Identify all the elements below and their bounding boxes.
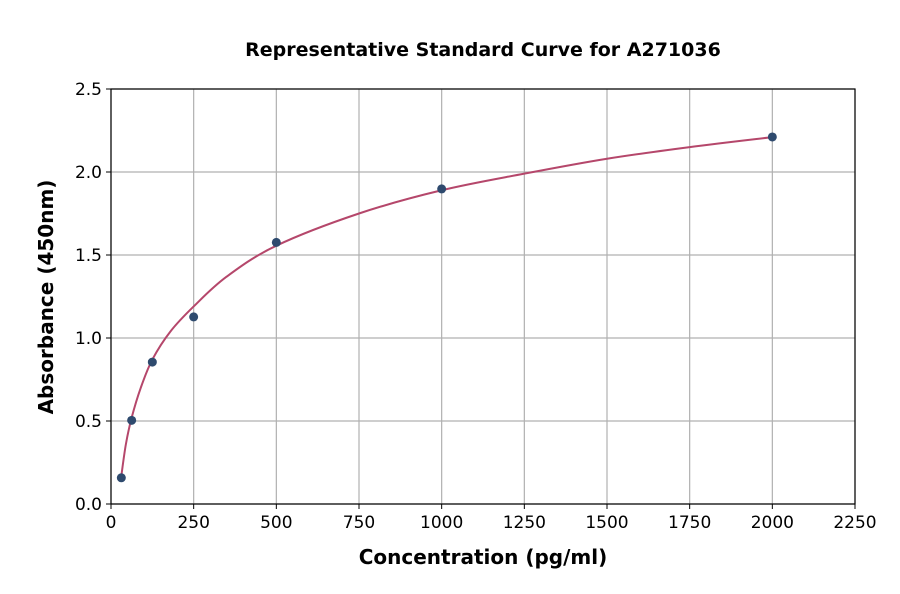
fit-curve-layer <box>120 136 773 476</box>
data-point <box>271 237 281 247</box>
data-point <box>116 473 126 483</box>
x-axis-ticks: 0 250 500 750 1000 1250 1500 1750 2000 2250 <box>106 504 877 533</box>
x-tick-label: 0 <box>106 513 117 533</box>
x-tick-label: 750 <box>343 513 375 533</box>
data-point <box>127 415 137 425</box>
x-tick-label: 1500 <box>585 513 628 533</box>
y-tick-label: 0.0 <box>75 495 102 515</box>
plot-frame <box>110 88 856 505</box>
x-tick-label: 1250 <box>503 513 546 533</box>
grid <box>110 88 856 505</box>
x-tick-label: 2000 <box>751 513 794 533</box>
data-point <box>767 132 777 142</box>
y-tick-label: 0.5 <box>75 412 102 432</box>
y-tick-label: 2.0 <box>75 163 102 183</box>
y-tick-label: 1.5 <box>75 246 102 266</box>
y-axis-label: Absorbance (450nm) <box>34 180 58 415</box>
x-tick-label: 2250 <box>833 513 876 533</box>
x-tick-label: 1750 <box>668 513 711 533</box>
x-tick-label: 250 <box>177 513 209 533</box>
y-tick-label: 1.0 <box>75 329 102 349</box>
x-axis-label: Concentration (pg/ml) <box>359 545 608 569</box>
data-point <box>189 312 199 322</box>
chart-title: Representative Standard Curve for A27103… <box>245 39 721 61</box>
data-point <box>437 184 447 194</box>
data-points <box>116 132 777 483</box>
y-tick-label: 2.5 <box>75 80 102 100</box>
y-axis-ticks: 0.0 0.5 1.0 1.5 2.0 2.5 <box>75 80 111 515</box>
data-point <box>147 357 157 367</box>
x-tick-label: 500 <box>260 513 292 533</box>
x-tick-label: 1000 <box>420 513 463 533</box>
fit-curve <box>120 136 773 476</box>
